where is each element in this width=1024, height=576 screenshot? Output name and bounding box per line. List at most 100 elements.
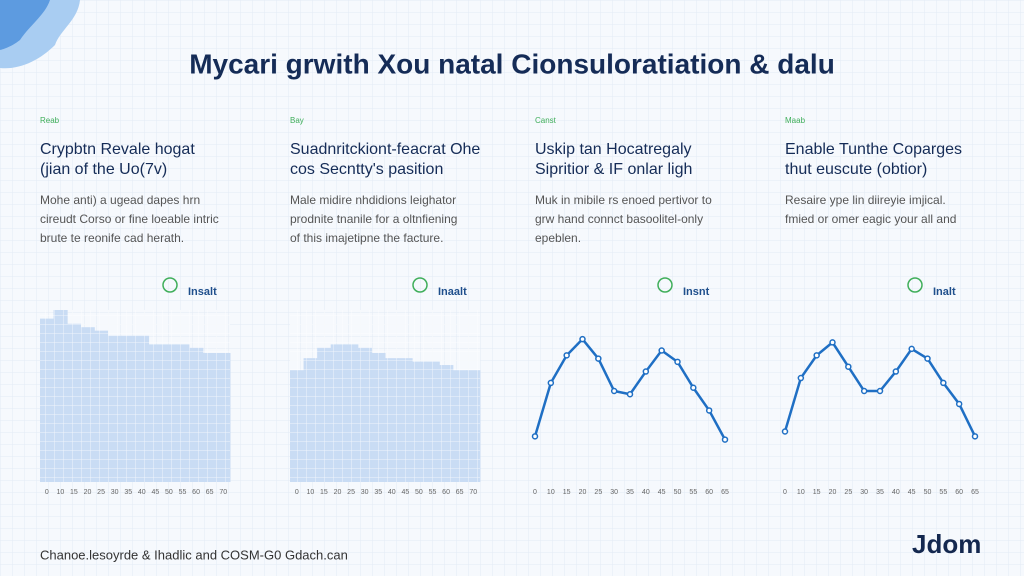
x-tick-label: 40: [642, 489, 650, 496]
x-tick-label: 45: [658, 489, 666, 496]
x-tick-label: 15: [320, 489, 328, 496]
point: [547, 379, 555, 387]
title: Mycari grwith Xou natal Cionsuloratiatio…: [189, 48, 835, 79]
point: [924, 355, 931, 362]
point: [705, 407, 713, 414]
x-tick-label: 20: [829, 489, 837, 496]
column-body: grw hand connct basoolitel-only: [535, 212, 703, 226]
x-tick-label: 45: [908, 489, 916, 496]
point: [797, 374, 805, 382]
tag: Inaalt: [438, 286, 467, 298]
column-heading: Sipritior & IF onlar ligh: [535, 161, 692, 178]
point: [595, 355, 602, 362]
tag: Insalt: [188, 286, 217, 298]
point: [955, 400, 963, 408]
x-tick-label: 40: [892, 489, 900, 496]
column-body: cireudt Corso or fine loeable intric: [40, 212, 219, 226]
point: [626, 390, 634, 398]
x-tick-label: 20: [334, 489, 342, 496]
x-tick-label: 10: [547, 489, 555, 496]
point: [579, 335, 586, 343]
x-tick-label: 35: [626, 489, 634, 496]
x-tick-label: 0: [45, 489, 49, 496]
column-body: Resaire ype lin diireyie imjical.: [785, 193, 946, 207]
column-body: of this imajetipne the facture.: [290, 231, 443, 245]
x-tick-label: 20: [579, 489, 587, 496]
x-tick-label: 30: [860, 489, 868, 496]
x-tick-label: 30: [610, 489, 618, 496]
x-tick-label: 45: [151, 489, 159, 496]
tag: Insnt: [683, 286, 710, 298]
column-body: prodnite tnanile for a oltnfiening: [290, 212, 457, 226]
x-tick-label: 60: [705, 489, 713, 496]
column-label: Reab: [40, 116, 60, 125]
x-tick-label: 70: [219, 489, 227, 496]
x-tick-label: 0: [295, 489, 299, 496]
column-heading: Uskip tan Hocatregaly: [535, 141, 692, 158]
x-tick-label: 65: [456, 489, 464, 496]
x-tick-label: 40: [388, 489, 396, 496]
column-body: Male midire nhdidions leighator: [290, 193, 456, 207]
x-tick-label: 65: [206, 489, 214, 496]
x-tick-label: 30: [361, 489, 369, 496]
x-tick-label: 45: [401, 489, 409, 496]
point: [781, 428, 789, 435]
x-tick-label: 25: [844, 489, 852, 496]
column-body: fmied or omer eagic your all and: [785, 212, 956, 226]
point: [813, 352, 820, 359]
x-tick-label: 35: [876, 489, 884, 496]
column-label: Bay: [290, 116, 304, 125]
tag: Inalt: [933, 286, 956, 298]
x-tick-label: 15: [563, 489, 571, 496]
tag-icon: [907, 277, 923, 293]
x-tick-label: 55: [689, 489, 697, 496]
column-label: Maab: [785, 116, 806, 125]
x-tick-label: 40: [138, 489, 146, 496]
point: [940, 379, 947, 387]
column-heading: Crypbtn Revale hogat: [40, 141, 195, 158]
x-tick-label: 20: [84, 489, 92, 496]
x-tick-label: 50: [415, 489, 423, 496]
x-tick-label: 65: [721, 489, 729, 496]
column-body: Mohe anti) a ugead dapes hrn: [40, 193, 200, 207]
point: [908, 345, 915, 353]
x-tick-label: 0: [783, 489, 787, 496]
column-body: brute te reonife cad herath.: [40, 231, 184, 245]
x-tick-label: 60: [955, 489, 963, 496]
bar-texture: [40, 310, 230, 482]
x-tick-label: 10: [56, 489, 64, 496]
x-tick-label: 70: [469, 489, 477, 496]
x-tick-label: 25: [347, 489, 355, 496]
x-tick-label: 60: [192, 489, 200, 496]
point: [563, 352, 570, 359]
x-tick-label: 55: [939, 489, 947, 496]
bar-texture: [290, 310, 480, 482]
column-body: epeblen.: [535, 231, 581, 245]
logo: Jdom: [912, 529, 981, 559]
point: [658, 347, 665, 354]
x-tick-label: 65: [971, 489, 979, 496]
x-tick-label: 35: [374, 489, 382, 496]
footer: Chanoe.lesoyrde & Ihadlic and COSM-G0 Gd…: [40, 547, 348, 562]
x-tick-label: 25: [97, 489, 105, 496]
column-body: Muk in mibile rs enoed pertivor to: [535, 193, 712, 207]
x-tick-label: 15: [813, 489, 821, 496]
point: [642, 368, 650, 375]
tag-icon: [412, 277, 428, 293]
point: [610, 387, 618, 395]
point: [971, 433, 979, 440]
x-tick-label: 60: [442, 489, 450, 496]
x-tick-label: 50: [924, 489, 932, 496]
point: [845, 363, 852, 370]
x-tick-label: 35: [124, 489, 132, 496]
point: [721, 436, 729, 443]
column-label: Canst: [535, 116, 557, 125]
x-tick-label: 50: [165, 489, 173, 496]
point: [690, 384, 697, 392]
x-tick-label: 25: [594, 489, 602, 496]
point: [674, 358, 681, 366]
corner-decoration: [0, 0, 50, 50]
point: [531, 433, 539, 440]
